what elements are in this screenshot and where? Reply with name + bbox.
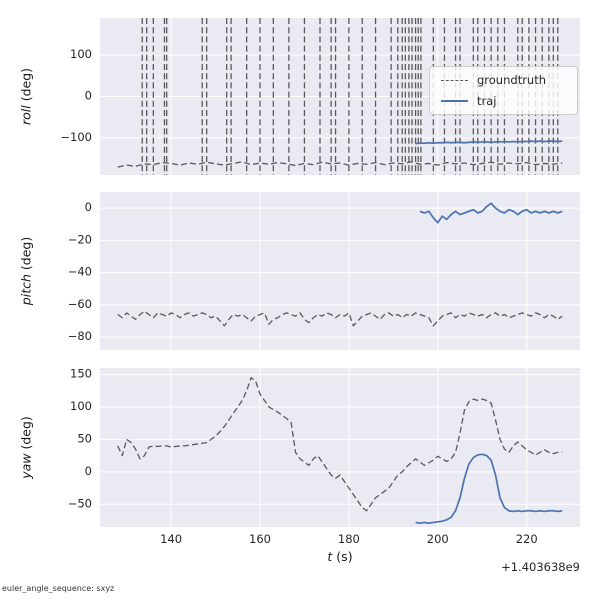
groundtruth-line-sample [441, 79, 468, 81]
legend-label-groundtruth: groundtruth [477, 73, 547, 87]
legend: groundtruth traj [429, 66, 578, 115]
traj-line-sample [441, 100, 468, 102]
euler-angle-sequence-note: euler_angle_sequence: sxyz [2, 584, 115, 593]
legend-label-traj: traj [477, 94, 497, 108]
legend-item-groundtruth: groundtruth [441, 73, 566, 87]
legend-item-traj: traj [441, 94, 566, 108]
